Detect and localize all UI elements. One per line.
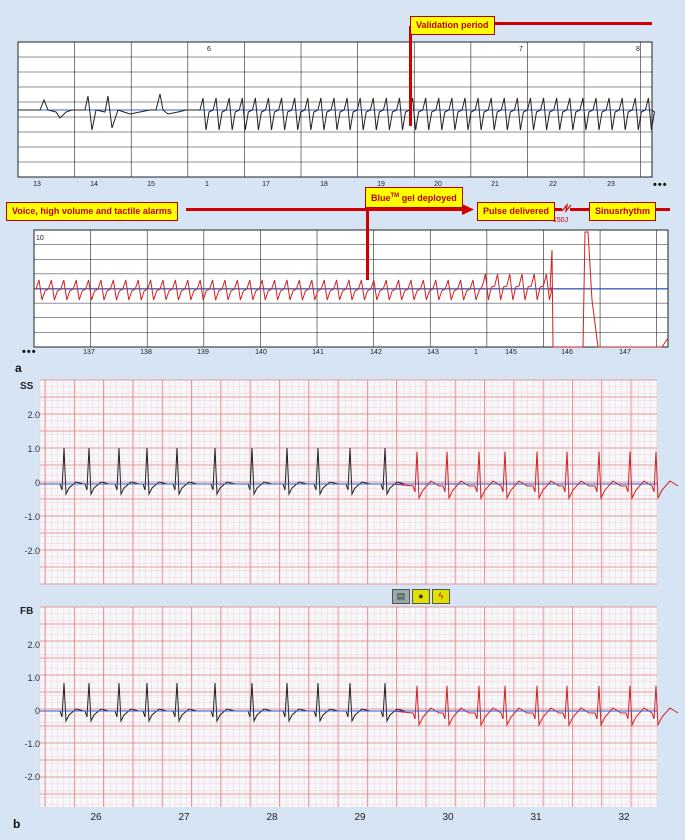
gel-marker-line (366, 202, 369, 280)
gel-icon: ● (412, 589, 430, 604)
strip1-tick: 17 (262, 181, 270, 188)
b-xtick: 31 (530, 812, 542, 823)
strip2-tick: 147 (619, 349, 631, 356)
shock-icon: ϟ (432, 589, 450, 604)
b-xtick: 32 (618, 812, 630, 823)
strip1-tick: 1 (205, 181, 209, 188)
strip1-tick: 15 (147, 181, 155, 188)
lead-fb-post-trace (391, 685, 679, 727)
alarms-label: Voice, high volume and tactile alarms (6, 202, 178, 221)
ss-ytick: -2.0 (24, 546, 40, 556)
b-xtick: 29 (354, 812, 366, 823)
strip1-tick: 18 (320, 181, 328, 188)
b-xtick: 30 (442, 812, 454, 823)
sinus-arrow (654, 208, 670, 211)
fb-ytick: 0 (34, 706, 40, 716)
panel-a-label: a (15, 361, 22, 375)
strip2-tick: 142 (370, 349, 382, 356)
lead-ss-post-trace (391, 451, 679, 500)
ss-ytick: 2.0 (27, 410, 40, 420)
pulse-bolt-icon (561, 202, 572, 214)
validation-period-label: Validation period (410, 16, 495, 35)
device-icon: ▤ (392, 589, 410, 604)
fb-ytick: 1.0 (27, 673, 40, 683)
alarms-arrowhead (462, 204, 474, 215)
strip2-tick: 143 (427, 349, 439, 356)
strip2-tick: 137 (83, 349, 95, 356)
pulse-arrow (554, 208, 562, 211)
strip2-tick: 138 (140, 349, 152, 356)
ss-ytick: -1.0 (24, 512, 40, 522)
lead-ss-pre-trace (40, 447, 406, 496)
ss-ytick: 1.0 (27, 444, 40, 454)
validation-marker-line (409, 26, 412, 126)
strip1-tick: 23 (607, 181, 615, 188)
strip2-tick: 140 (255, 349, 267, 356)
strip2-ecg-trace (34, 231, 669, 348)
strip1-tick: 21 (491, 181, 499, 188)
strip2-tick: 145 (505, 349, 517, 356)
alarms-arrow (186, 208, 462, 211)
gel-deployed-label: BlueTM gel deployed (365, 187, 463, 208)
panel-b-label: b (13, 817, 21, 831)
fb-ytick: -1.0 (24, 739, 40, 749)
pulse-to-sinus-arrow (570, 208, 589, 211)
strip1-tick: 20 (434, 181, 442, 188)
strip2-tick: 141 (312, 349, 324, 356)
event-icons: ▤ ● ϟ (392, 589, 450, 604)
strip1-marker-7: 7 (519, 46, 523, 53)
sinus-rhythm-label: Sinusrhythm (589, 202, 657, 221)
b-xtick: 28 (266, 812, 278, 823)
ellipsis-right: ••• (653, 179, 668, 191)
strip1-tick: 14 (90, 181, 98, 188)
strip2-marker: 10 (36, 235, 44, 242)
strip2-tick: 1 (474, 349, 478, 356)
fb-ytick: 2.0 (27, 640, 40, 650)
lead-ss-label: SS (20, 381, 34, 392)
strip1-tick: 13 (33, 181, 41, 188)
energy-label: 150J (553, 217, 569, 224)
strip2-tick: 139 (197, 349, 209, 356)
strip1-ecg-trace (18, 93, 655, 131)
ellipsis-left: ••• (22, 346, 37, 358)
fb-ytick: -2.0 (24, 772, 40, 782)
strip1-tick: 22 (549, 181, 557, 188)
strip1-marker-6: 6 (207, 46, 211, 53)
lead-fb-pre-trace (40, 682, 406, 723)
pulse-delivered-label: Pulse delivered (477, 202, 556, 221)
b-xtick: 27 (178, 812, 190, 823)
lead-fb-label: FB (20, 606, 34, 617)
validation-arrow (490, 22, 652, 25)
strip1-tick: 19 (377, 181, 385, 188)
b-xtick: 26 (90, 812, 102, 823)
strip1-marker-8: 8 (636, 46, 640, 53)
strip2-tick: 146 (561, 349, 573, 356)
ss-ytick: 0 (34, 478, 40, 488)
